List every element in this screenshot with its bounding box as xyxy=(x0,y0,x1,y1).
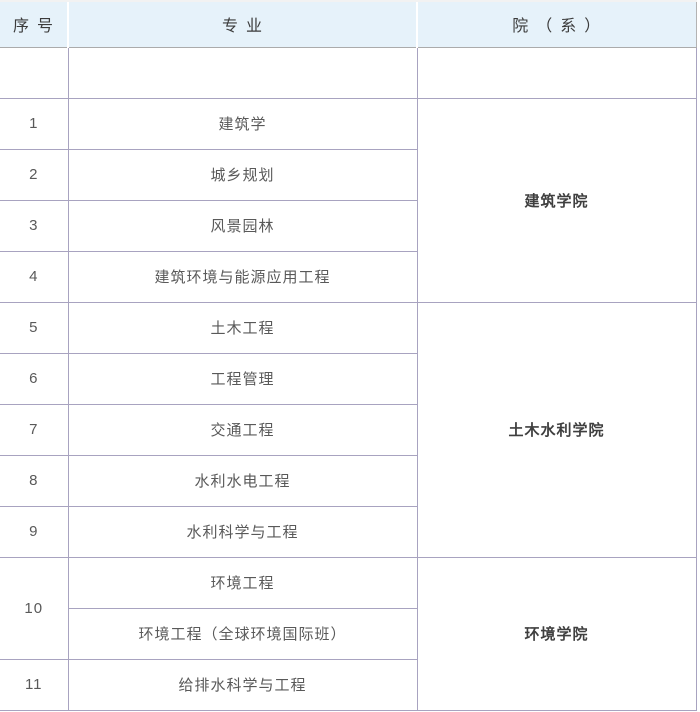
row-number-cell: 10 xyxy=(0,556,69,660)
row-number-cell: 5 xyxy=(0,301,69,354)
college-cell: 环境学院 xyxy=(416,556,697,711)
row-number-cell: 9 xyxy=(0,505,69,558)
empty-row xyxy=(0,46,697,99)
major-cell: 环境工程（全球环境国际班） xyxy=(67,607,418,660)
empty-college-cell xyxy=(416,46,697,99)
major-cell: 交通工程 xyxy=(67,403,418,456)
header-cell-college: 院（系） xyxy=(416,0,697,48)
row-number-cell: 8 xyxy=(0,454,69,507)
major-cell: 建筑环境与能源应用工程 xyxy=(67,250,418,303)
table-row: 7 交通工程 xyxy=(0,403,696,456)
row-number-cell: 11 xyxy=(0,658,69,711)
college-cell: 建筑学院 xyxy=(416,97,697,303)
table-row: 8 水利水电工程 xyxy=(0,454,696,507)
major-cell: 风景园林 xyxy=(67,199,418,252)
table-row: 10 环境工程 环境学院 xyxy=(0,556,697,711)
college-cell: 土木水利学院 xyxy=(416,301,697,558)
major-cell: 水利水电工程 xyxy=(67,454,418,507)
header-cell-major: 专业 xyxy=(67,0,417,48)
table-row: 3 风景园林 xyxy=(0,199,696,252)
major-cell: 土木工程 xyxy=(67,301,418,354)
major-cell: 建筑学 xyxy=(67,97,418,150)
major-cell: 给排水科学与工程 xyxy=(67,658,418,711)
empty-major-cell xyxy=(67,46,418,99)
table-row: 1 建筑学 建筑学院 xyxy=(0,97,697,303)
major-cell: 城乡规划 xyxy=(67,148,418,201)
major-cell: 水利科学与工程 xyxy=(67,505,418,558)
row-number-cell: 4 xyxy=(0,250,69,303)
row-number-cell: 6 xyxy=(0,352,69,405)
table-row: 4 建筑环境与能源应用工程 xyxy=(0,250,696,303)
table-row: 11 给排水科学与工程 xyxy=(0,658,696,711)
header-cell-number: 序号 xyxy=(0,0,68,48)
table-row: 5 土木工程 土木水利学院 xyxy=(0,301,697,558)
row-number-cell: 7 xyxy=(0,403,69,456)
empty-number-cell xyxy=(0,46,69,99)
major-cell: 工程管理 xyxy=(67,352,418,405)
table-header-row: 序号 专业 院（系） xyxy=(0,0,697,48)
row-number-cell: 1 xyxy=(0,97,69,150)
row-number-cell: 2 xyxy=(0,148,69,201)
row-number-cell: 3 xyxy=(0,199,69,252)
major-cell: 环境工程 xyxy=(67,556,418,609)
table-row: 环境工程（全球环境国际班） xyxy=(0,607,696,660)
table-row: 9 水利科学与工程 xyxy=(0,505,696,558)
